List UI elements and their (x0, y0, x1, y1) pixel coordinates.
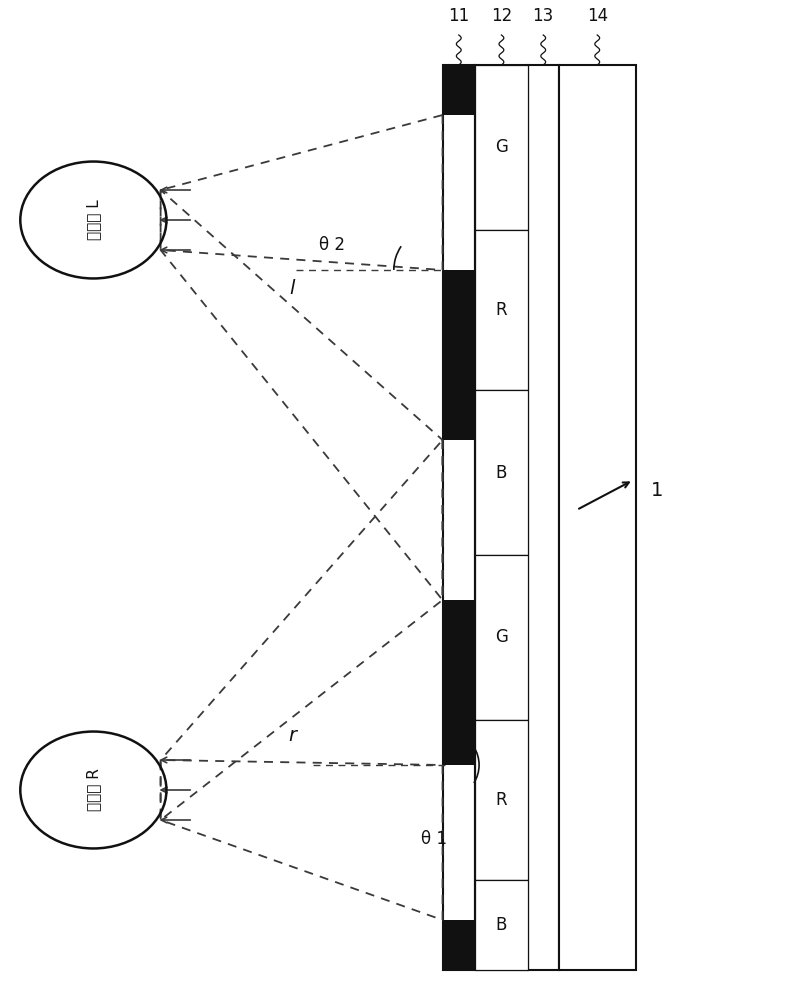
Text: B: B (495, 916, 507, 934)
Bar (442, 920, 474, 970)
Bar (474, 230, 527, 390)
Text: B: B (495, 464, 507, 482)
Text: R: R (495, 791, 507, 809)
Bar (527, 65, 558, 970)
Text: θ 1: θ 1 (421, 830, 447, 848)
Bar (474, 720, 527, 880)
Bar (558, 65, 635, 970)
Text: θ 2: θ 2 (319, 236, 345, 254)
Text: G: G (495, 138, 507, 156)
Text: 1: 1 (650, 481, 663, 499)
Text: r: r (288, 726, 296, 745)
Text: G: G (495, 628, 507, 646)
Bar (442, 600, 474, 765)
Text: 使用者 L: 使用者 L (86, 200, 101, 240)
Text: R: R (495, 301, 507, 319)
Text: 11: 11 (448, 7, 469, 25)
Bar (442, 270, 474, 440)
Text: 13: 13 (532, 7, 553, 25)
Bar (442, 65, 474, 970)
Text: 使用者 R: 使用者 R (86, 769, 101, 811)
Bar (474, 65, 527, 230)
Bar (442, 65, 474, 115)
Bar (474, 555, 527, 720)
Text: 14: 14 (586, 7, 607, 25)
Bar (474, 65, 527, 970)
Bar (474, 390, 527, 555)
Text: l: l (290, 279, 294, 298)
Text: 12: 12 (490, 7, 512, 25)
Bar (474, 880, 527, 970)
